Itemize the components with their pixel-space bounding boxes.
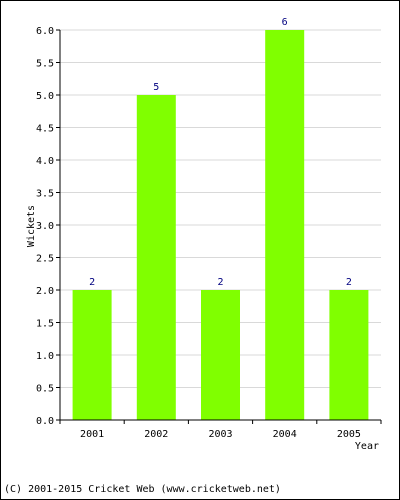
- bar-2003: [201, 290, 240, 420]
- y-tick-label: 1.0: [36, 351, 54, 362]
- y-tick-label: 3.5: [36, 189, 54, 200]
- data-label-2002: 5: [153, 82, 159, 93]
- bar-2002: [136, 95, 176, 420]
- y-tick-label: 1.5: [36, 319, 54, 330]
- y-tick-label: 4.0: [36, 156, 54, 167]
- data-label-2003: 2: [217, 277, 223, 288]
- axes: [56, 29, 382, 424]
- y-tick-label: 5.0: [36, 91, 54, 102]
- data-label-2001: 2: [89, 277, 95, 288]
- x-tick-label-2002: 2002: [144, 429, 168, 440]
- y-tick-label: 0.0: [36, 416, 54, 427]
- x-tick-label-2004: 2004: [273, 429, 297, 440]
- x-tick-label-2003: 2003: [208, 429, 232, 440]
- y-tick-label: 6.0: [36, 26, 54, 37]
- y-tick-label: 2.0: [36, 286, 54, 297]
- bar-2005: [329, 290, 369, 420]
- y-tick-label: 3.0: [36, 221, 54, 232]
- y-tick-label: 5.5: [36, 59, 54, 70]
- x-tick-label-2001: 2001: [80, 429, 104, 440]
- bars: [72, 30, 369, 420]
- copyright-footer: (C) 2001-2015 Cricket Web (www.cricketwe…: [4, 484, 281, 495]
- bar-2001: [72, 290, 112, 420]
- y-tick-label: 2.5: [36, 254, 54, 265]
- x-axis-title: Year: [355, 441, 379, 452]
- y-tick-label: 4.5: [36, 124, 54, 135]
- grid-lines: [60, 29, 381, 388]
- labels: 0.0 0.5 1.0 1.5 2.0 2.5 3.0 3.5 4.0 4.5 5.0 5.5 6.0 2…: [36, 17, 361, 440]
- y-axis-title: Wickets: [26, 205, 37, 247]
- y-tick-label: 0.5: [36, 384, 54, 395]
- data-label-2005: 2: [346, 277, 352, 288]
- x-tick-label-2005: 2005: [337, 429, 361, 440]
- bar-2004: [265, 30, 305, 420]
- data-label-2004: 6: [282, 17, 288, 28]
